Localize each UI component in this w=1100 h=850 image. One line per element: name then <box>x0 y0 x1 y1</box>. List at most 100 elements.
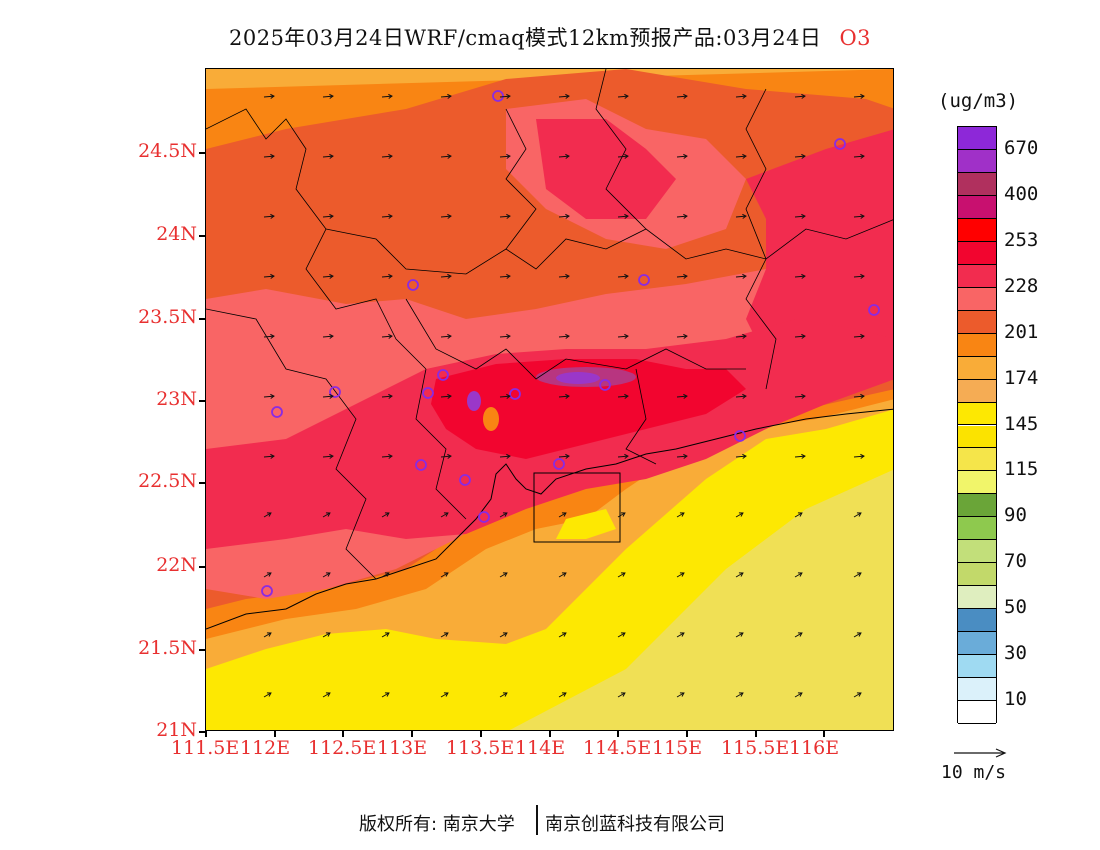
wind-arrow-head <box>443 512 449 517</box>
lat-label: 22.5N <box>138 470 197 492</box>
wind-arrow-head <box>325 512 331 517</box>
lon-tick <box>411 731 413 737</box>
wind-arrow <box>558 692 567 698</box>
wind-arrow-head <box>506 453 511 459</box>
lon-label: 116E <box>789 737 840 759</box>
wind-arrow <box>853 335 865 338</box>
wind-arrow <box>322 335 334 338</box>
wind-arrow-head <box>797 692 803 697</box>
wind-arrow-head <box>683 273 688 279</box>
wind-arrow-head <box>384 692 390 697</box>
legend-color-cell <box>958 586 996 610</box>
legend-color-cell <box>958 402 996 426</box>
wind-arrow-head <box>742 153 747 159</box>
wind-arrow <box>440 632 449 638</box>
lon-label: 112E <box>240 737 291 759</box>
wind-arrow <box>322 155 334 158</box>
wind-arrow-head <box>502 632 508 637</box>
wind-arrow <box>440 455 452 458</box>
wind-arrow <box>263 572 272 578</box>
wind-arrow <box>499 335 511 338</box>
wind-arrow-head <box>329 93 334 99</box>
wind-arrow-head <box>502 512 508 517</box>
wind-arrow <box>381 275 393 278</box>
purple-blob <box>556 372 600 384</box>
border-3 <box>505 108 537 250</box>
wind-arrow <box>381 692 390 698</box>
wind-arrow-head <box>679 512 685 517</box>
wind-arrow <box>322 275 334 278</box>
wind-arrow-head <box>447 333 452 339</box>
lon-tick <box>686 731 688 737</box>
wind-arrow-head <box>683 453 688 459</box>
legend-label: 115 <box>1004 458 1039 481</box>
wind-arrow <box>676 572 685 578</box>
lat-label: 24N <box>156 223 197 245</box>
wind-arrow <box>322 632 331 638</box>
wind-arrow <box>794 215 806 218</box>
wind-arrow-head <box>329 153 334 159</box>
wind-arrow <box>440 512 449 518</box>
wind-arrow <box>440 155 452 158</box>
wind-arrow <box>499 155 511 158</box>
wind-arrow <box>499 572 508 578</box>
legend-color-cell <box>958 655 996 679</box>
wind-arrow-head <box>679 632 685 637</box>
wind-arrow <box>499 512 508 518</box>
wind-arrow-head <box>620 512 626 517</box>
wind-arrow-head <box>624 393 629 399</box>
legend-color-cell <box>958 494 996 518</box>
concentration-map[interactable] <box>205 68 894 731</box>
wind-arrow-head <box>443 632 449 637</box>
legend-label: 400 <box>1004 182 1039 205</box>
wind-arrow <box>558 155 570 158</box>
legend-color-cell <box>958 471 996 495</box>
wind-arrow <box>381 95 393 98</box>
border-1 <box>206 108 427 370</box>
wind-arrow-head <box>266 692 272 697</box>
map-title: 2025年03月24日WRF/cmaq模式12km预报产品:03月24日 O3 <box>0 22 1100 52</box>
wind-arrow-head <box>561 692 567 697</box>
wind-arrow-head <box>443 572 449 577</box>
wind-arrow-head <box>683 213 688 219</box>
lat-label: 23.5N <box>138 306 197 328</box>
wind-arrow <box>381 155 393 158</box>
wind-arrow <box>440 395 452 398</box>
wind-arrow <box>499 692 508 698</box>
wind-arrow <box>676 275 688 278</box>
color-legend <box>957 126 997 724</box>
wind-arrow-head <box>325 572 331 577</box>
wind-arrow <box>735 215 747 218</box>
wind-arrow <box>322 215 334 218</box>
wind-arrow-head <box>624 333 629 339</box>
wind-arrow-head <box>797 512 803 517</box>
lon-label: 113.5E <box>446 737 515 759</box>
wind-arrow <box>676 395 688 398</box>
wind-arrow-head <box>270 273 275 279</box>
wind-arrow <box>617 155 629 158</box>
lon-tick <box>823 731 825 737</box>
wind-arrow <box>794 335 806 338</box>
lat-tick <box>199 235 205 237</box>
lat-tick <box>199 482 205 484</box>
lon-tick <box>205 731 207 737</box>
purple-spot <box>467 391 481 411</box>
wind-arrow <box>676 155 688 158</box>
wind-arrow <box>794 395 806 398</box>
wind-arrow-head <box>860 333 865 339</box>
wind-arrow-head <box>801 93 806 99</box>
wind-arrow <box>263 275 275 278</box>
wind-arrow <box>853 632 862 638</box>
wind-arrow <box>617 215 629 218</box>
wind-arrow-head <box>266 632 272 637</box>
wind-arrow-head <box>270 333 275 339</box>
lat-label: 24.5N <box>138 140 197 162</box>
legend-color-cell <box>958 149 996 173</box>
lat-tick <box>199 566 205 568</box>
wind-arrow <box>499 275 511 278</box>
wind-arrow-head <box>742 333 747 339</box>
wind-arrow-head <box>447 273 452 279</box>
wind-arrow <box>853 95 865 98</box>
wind-arrow-head <box>502 572 508 577</box>
wind-arrow <box>735 632 744 638</box>
